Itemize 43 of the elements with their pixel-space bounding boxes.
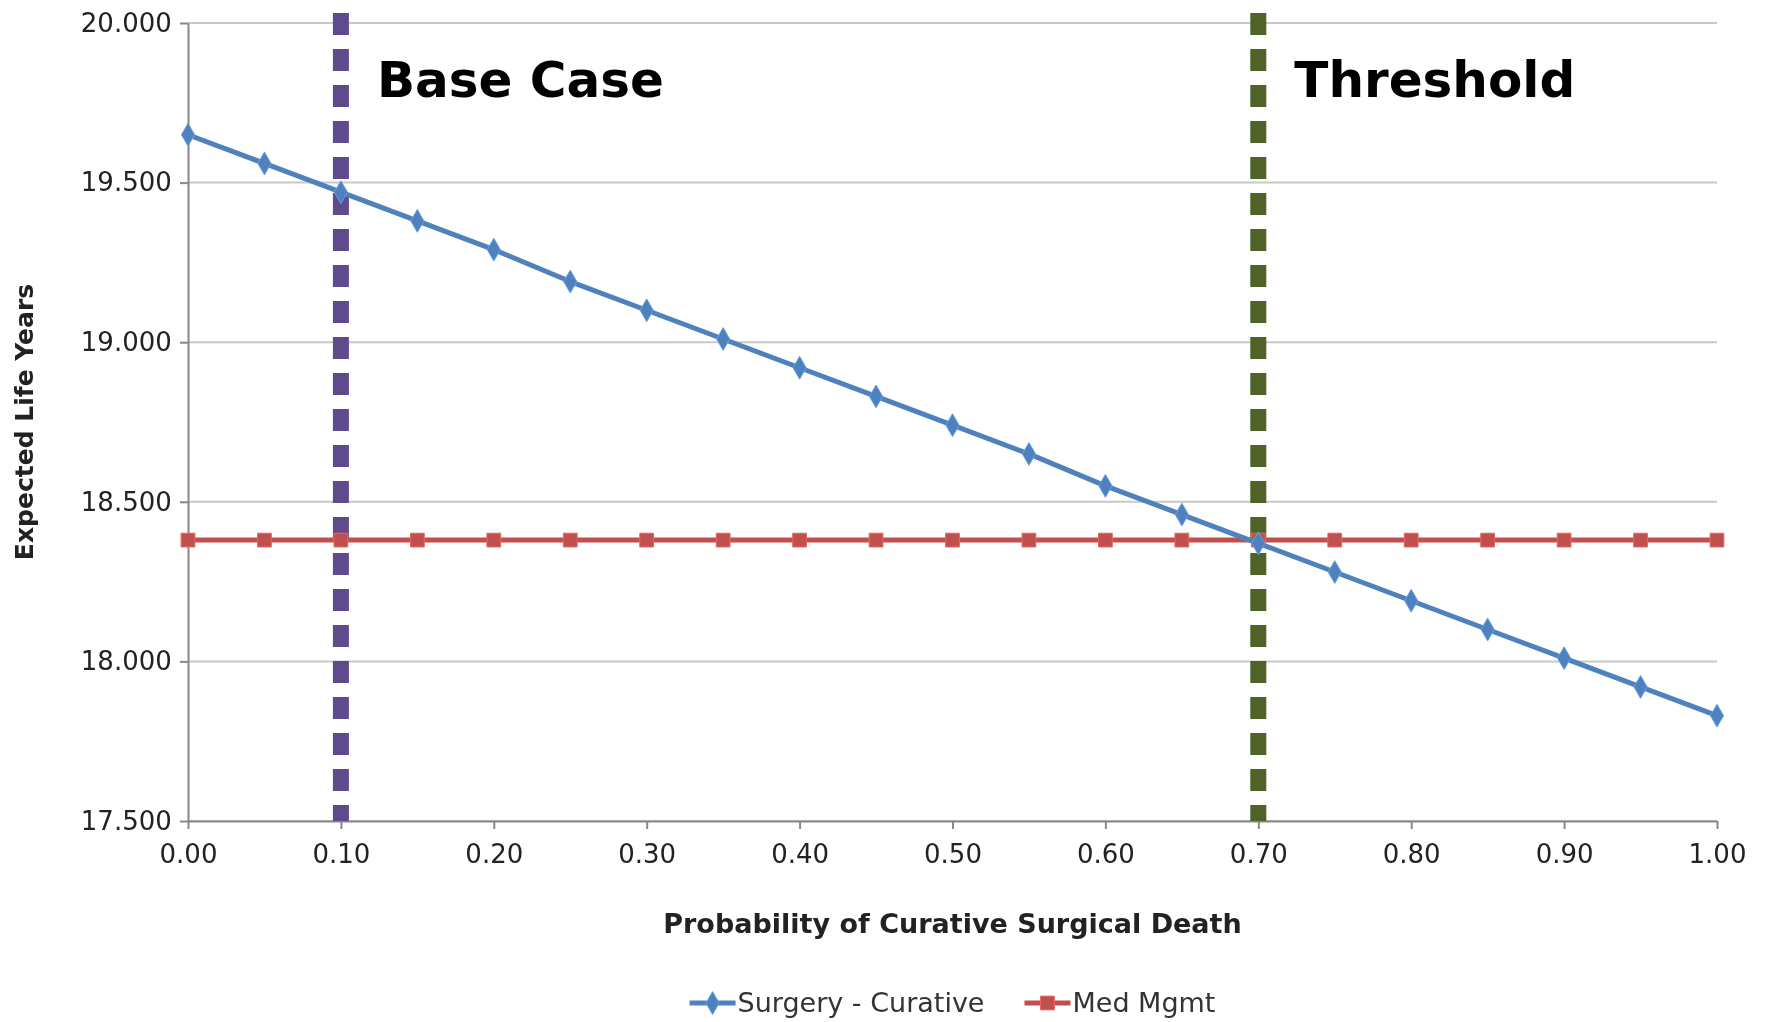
x-tick-label: 0.30 — [618, 839, 677, 870]
x-tick-label: 0.90 — [1535, 839, 1594, 870]
point — [1556, 532, 1572, 548]
point — [1327, 532, 1343, 548]
point — [1633, 532, 1648, 548]
x-tick-label: 0.60 — [1076, 839, 1135, 870]
point — [486, 532, 502, 548]
y-axis-title: Expected Life Years — [10, 283, 39, 561]
point — [1403, 532, 1419, 548]
y-tick-label: 17.500 — [80, 805, 172, 836]
point — [945, 532, 960, 548]
legend-label: Med Mgmt — [1072, 987, 1216, 1018]
x-tick-label: 0.40 — [771, 839, 830, 870]
point — [868, 532, 884, 548]
point — [257, 532, 272, 548]
ref-line-label: Threshold — [1294, 51, 1576, 109]
point — [639, 532, 655, 548]
ref-line-label: Base Case — [376, 51, 664, 109]
y-tick-label: 20.000 — [80, 7, 172, 38]
y-tick-label: 19.500 — [80, 167, 172, 198]
point — [1098, 532, 1113, 548]
x-tick-label: 0.80 — [1382, 839, 1441, 870]
point — [333, 532, 349, 548]
x-tick-label: 0.70 — [1229, 839, 1288, 870]
x-axis-title: Probability of Curative Surgical Death — [663, 908, 1242, 939]
x-tick-label: 0.50 — [924, 839, 982, 870]
point — [180, 532, 196, 548]
x-tick-label: 0.00 — [159, 839, 218, 870]
x-tick-label: 1.00 — [1688, 839, 1747, 870]
point — [409, 532, 425, 548]
y-tick-label: 19.000 — [80, 327, 172, 358]
point — [792, 532, 807, 548]
point — [1021, 532, 1037, 548]
point — [1480, 532, 1496, 548]
x-tick-label: 0.20 — [465, 839, 524, 870]
point — [1709, 532, 1725, 548]
y-tick-label: 18.500 — [80, 486, 172, 517]
legend-label: Surgery - Curative — [737, 987, 985, 1018]
point — [1174, 532, 1190, 548]
y-tick-label: 18.000 — [80, 646, 172, 677]
x-tick-label: 0.10 — [312, 839, 371, 870]
point — [562, 532, 578, 548]
point — [715, 532, 731, 548]
